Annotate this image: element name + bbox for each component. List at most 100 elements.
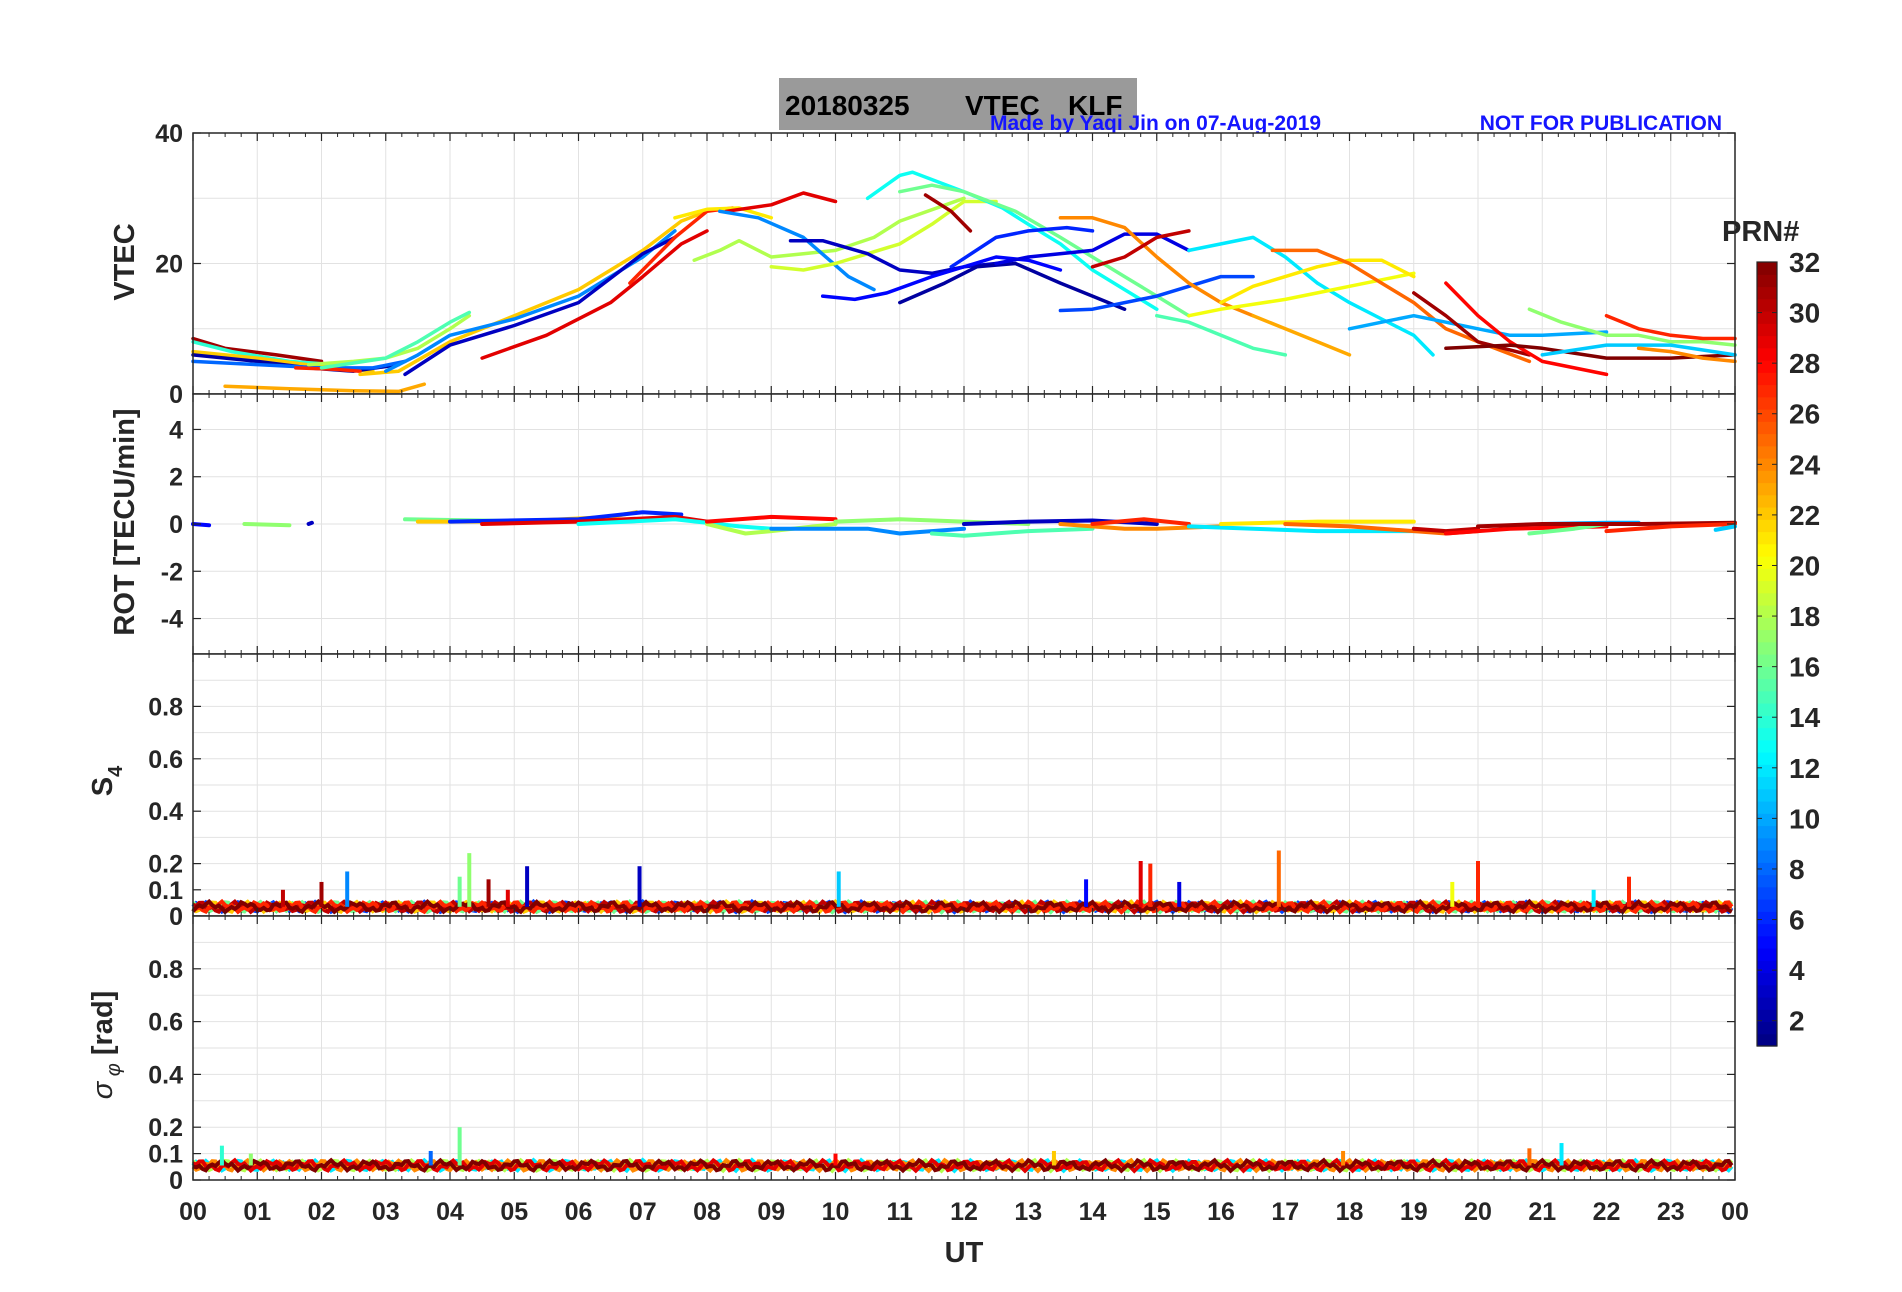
- series-line-prn-28: [1444, 281, 1609, 377]
- series-line-prn-18: [692, 196, 966, 262]
- colorbar-segment: [1757, 347, 1777, 361]
- colorbar-segment: [1757, 470, 1777, 484]
- x-tick-label: 01: [243, 1198, 271, 1226]
- sigma-phi-ylabel: σ φ [rad]: [87, 991, 125, 1100]
- colorbar-segment: [1757, 899, 1777, 912]
- series-line-prn-13: [865, 170, 1159, 311]
- colorbar-segment: [1757, 262, 1777, 275]
- x-tick-label: 22: [1593, 1198, 1621, 1226]
- colorbar-segment: [1757, 788, 1777, 802]
- y-tick-label: 0.8: [148, 693, 183, 721]
- colorbar-segment: [1757, 764, 1777, 778]
- colorbar-segment: [1757, 960, 1777, 974]
- series-line-prn-24: [1636, 346, 1737, 364]
- series-line-prn-29: [724, 191, 838, 214]
- x-tick-label: 13: [1014, 1198, 1042, 1226]
- series-line-prn-27: [1604, 522, 1737, 534]
- y-tick-label: 0.8: [148, 956, 183, 984]
- series-line-prn-21: [1219, 519, 1416, 526]
- colorbar-segment: [1757, 323, 1777, 337]
- x-tick-label: 04: [436, 1198, 464, 1226]
- colorbar-tick-label: 24: [1789, 449, 1821, 480]
- colorbar-segment: [1757, 384, 1777, 398]
- colorbar-label: PRN#: [1722, 216, 1799, 248]
- y-tick-label: 0.4: [148, 798, 183, 826]
- y-tick-label: 0.6: [148, 746, 183, 774]
- colorbar-segment: [1757, 641, 1777, 655]
- colorbar-tick-label: 10: [1789, 803, 1820, 834]
- colorbar-segment: [1757, 837, 1777, 851]
- colorbar-segment: [1757, 543, 1777, 557]
- series-line-prn-17: [242, 522, 292, 528]
- series-line-prn-19: [769, 199, 998, 272]
- colorbar-segment: [1757, 629, 1777, 643]
- colorbar-segment: [1757, 1021, 1777, 1035]
- y-tick-label: 0.4: [148, 1061, 183, 1089]
- colorbar-segment: [1757, 825, 1777, 839]
- colorbar-segment: [1757, 850, 1777, 863]
- rot-panel: -4 -2 0 2 4: [161, 393, 1737, 655]
- colorbar-segment: [1757, 592, 1777, 606]
- colorbar-segment: [1757, 886, 1777, 900]
- s4-panel: 00.10.2 0.4 0.6 0.8: [148, 653, 1736, 931]
- y-tick-label: 20: [155, 251, 183, 279]
- x-tick-label: 07: [629, 1198, 657, 1226]
- colorbar-tick-label: 2: [1789, 1006, 1805, 1037]
- colorbar-segment: [1757, 801, 1777, 814]
- series-line-prn-30: [1411, 526, 1480, 534]
- series-line-prn-21: [673, 206, 774, 220]
- colorbar-segment: [1757, 1009, 1777, 1023]
- x-tick-label: 05: [500, 1198, 528, 1226]
- colorbar-segment: [1757, 776, 1777, 790]
- series-line-prn-9: [718, 209, 876, 292]
- colorbar-segment: [1757, 458, 1777, 471]
- sigma-phi-panel: 00.10.2 0.4 0.6 0.8: [148, 915, 1736, 1195]
- series-line-prn-31: [1412, 291, 1532, 357]
- series-line-prn-32: [1444, 343, 1737, 360]
- colorbar-segment: [1757, 372, 1777, 386]
- colorbar-segment: [1757, 727, 1777, 741]
- colorbar-tick-label: 22: [1789, 500, 1820, 531]
- colorbar-segment: [1757, 311, 1777, 324]
- colorbar-segment: [1757, 335, 1777, 349]
- colorbar-segment: [1757, 739, 1777, 753]
- x-tick-label: 17: [1271, 1198, 1299, 1226]
- colorbar-segment: [1757, 911, 1777, 925]
- x-tick-label: 14: [1079, 1198, 1107, 1226]
- colorbar-segment: [1757, 286, 1777, 300]
- series-line-prn-6: [949, 225, 1095, 269]
- baseline-prn-32: [192, 1157, 1734, 1174]
- colorbar-segment: [1757, 678, 1777, 692]
- series-line-prn-16: [898, 183, 1191, 318]
- colorbar-tick-label: 30: [1789, 298, 1820, 329]
- x-tick-label: 11: [887, 1198, 914, 1226]
- colorbar-segment: [1757, 1033, 1777, 1047]
- y-tick-label: 0.2: [148, 851, 183, 879]
- y-tick-label: 0.1: [148, 877, 183, 905]
- x-tick-label: 19: [1400, 1198, 1428, 1226]
- credit-text: Made by Yaqi Jin on 07-Aug-2019: [990, 112, 1321, 135]
- series-line-prn-15: [929, 526, 1095, 538]
- colorbar-tick-label: 32: [1789, 247, 1820, 278]
- colorbar-segment: [1757, 935, 1777, 949]
- y-tick-label: 0: [169, 903, 183, 931]
- x-tick-label: 00: [1721, 1198, 1749, 1226]
- series-line-prn-27: [294, 366, 362, 373]
- x-tick-label: 10: [822, 1198, 850, 1226]
- series-line-prn-23: [1251, 313, 1352, 357]
- s4-ylabel: S4: [87, 765, 127, 796]
- series-line-prn-3: [403, 235, 677, 377]
- title-date: 20180325: [785, 90, 910, 121]
- x-axis-label: UT: [945, 1237, 984, 1269]
- x-tick-label: 03: [372, 1198, 400, 1226]
- series-line-prn-31: [191, 336, 324, 364]
- series-line-prn-27: [1090, 517, 1191, 526]
- colorbar-segment: [1757, 654, 1777, 667]
- colorbar-tick-label: 8: [1789, 854, 1805, 885]
- x-tick-label: 00: [179, 1198, 207, 1226]
- x-tick-label: 02: [308, 1198, 336, 1226]
- colorbar-segment: [1757, 507, 1777, 520]
- colorbar-segment: [1757, 568, 1777, 582]
- colorbar-frame: [1756, 261, 1778, 1047]
- x-tick-label: 23: [1657, 1198, 1685, 1226]
